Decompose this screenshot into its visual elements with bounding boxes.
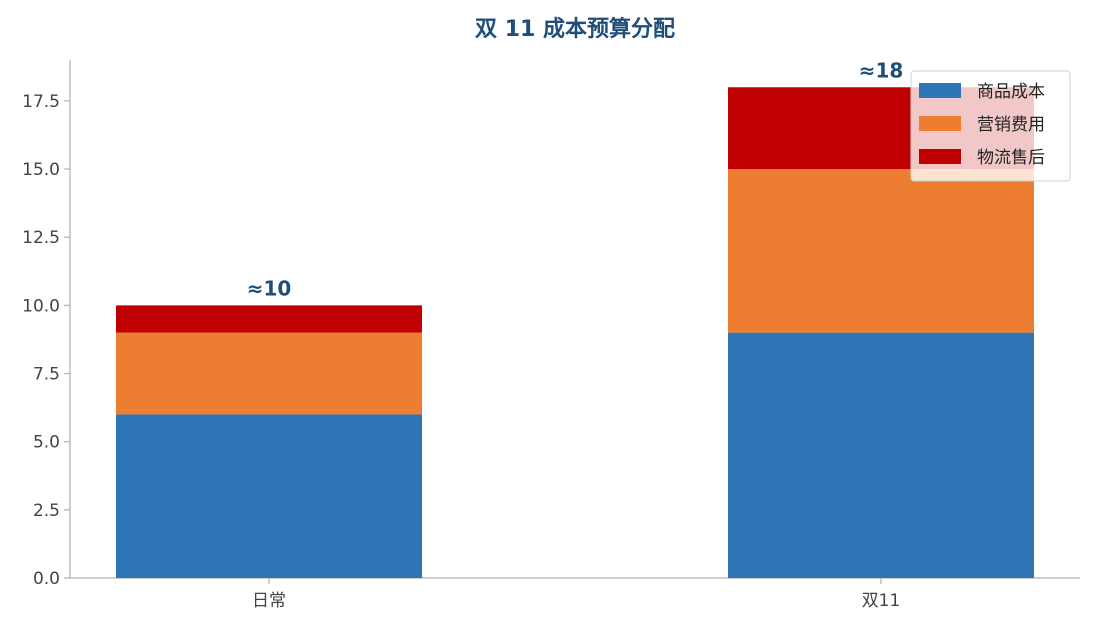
y-axis: 0.0 2.5 5.0 7.5 10.0 12.5 15.0 17.5 — [22, 60, 71, 589]
bar-total-label: ≈18 — [859, 58, 904, 82]
bar-segment — [116, 332, 422, 415]
legend-swatch — [919, 116, 961, 131]
legend-label: 商品成本 — [977, 82, 1045, 102]
bar-segment — [116, 414, 422, 578]
legend-swatch — [919, 149, 961, 164]
y-tick-label: 12.5 — [22, 228, 60, 248]
chart-title: 双 11 成本预算分配 — [475, 16, 675, 42]
legend-label: 物流售后 — [977, 148, 1045, 168]
y-tick-label: 2.5 — [33, 501, 60, 521]
y-tick-label: 7.5 — [33, 365, 60, 385]
legend-label: 营销费用 — [977, 115, 1045, 135]
legend-swatch — [919, 83, 961, 98]
y-tick-label: 0.0 — [33, 569, 60, 589]
y-tick-label: 17.5 — [22, 92, 60, 112]
bar-segment — [728, 332, 1034, 578]
x-axis: 日常 双11 — [70, 577, 1080, 611]
y-tick-label: 5.0 — [33, 433, 60, 453]
bar-total-label: ≈10 — [247, 276, 292, 300]
x-tick-label: 日常 — [252, 591, 286, 611]
bars-group — [116, 87, 1034, 578]
x-tick-label: 双11 — [862, 591, 901, 611]
bar-segment — [116, 305, 422, 333]
bar-segment — [728, 169, 1034, 333]
y-tick-label: 10.0 — [22, 296, 60, 316]
total-labels-group: ≈10 ≈18 — [247, 58, 904, 300]
y-tick-label: 15.0 — [22, 160, 60, 180]
